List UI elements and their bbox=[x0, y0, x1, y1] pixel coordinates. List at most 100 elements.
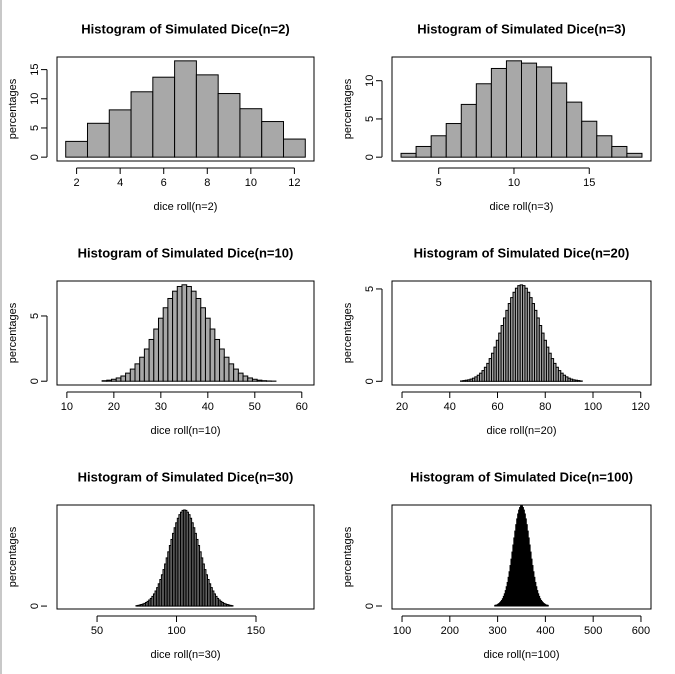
histogram-bar bbox=[200, 307, 206, 382]
histogram-bar bbox=[195, 297, 202, 382]
histogram-bar bbox=[237, 372, 244, 382]
plot-box bbox=[56, 280, 315, 386]
histogram-bar bbox=[176, 285, 183, 382]
x-tick-label: 8 bbox=[204, 177, 210, 189]
histogram-bar bbox=[242, 375, 249, 382]
x-tick-label: 100 bbox=[584, 401, 602, 413]
histogram-bar bbox=[536, 66, 553, 158]
x-tick-label: 120 bbox=[632, 401, 650, 413]
histogram-bar bbox=[174, 60, 197, 158]
histogram-panel: Histogram of Simulated Dice(n=3) 5 10 15 dic… bbox=[342, 21, 652, 213]
x-tick-label: 600 bbox=[632, 625, 650, 637]
histogram-panel: Histogram of Simulated Dice(n=30) 50 100 15… bbox=[7, 469, 315, 661]
y-axis-label: percentages bbox=[342, 526, 354, 587]
plot-box bbox=[56, 56, 315, 162]
histogram-bar bbox=[152, 76, 176, 158]
x-tick-label: 60 bbox=[491, 401, 503, 413]
y-tick-label: 0 bbox=[364, 378, 376, 384]
x-tick-label: 2 bbox=[74, 177, 80, 189]
histogram-bar bbox=[460, 103, 477, 158]
y-tick-label: 0 bbox=[364, 603, 376, 609]
x-axis-label: dice roll(n=10) bbox=[150, 425, 220, 437]
x-tick-label: 100 bbox=[393, 625, 411, 637]
y-tick-label: 10 bbox=[29, 93, 41, 105]
histogram-bar bbox=[157, 317, 164, 382]
x-axis-label: dice roll(n=20) bbox=[486, 425, 556, 437]
plot-box bbox=[391, 504, 652, 610]
x-tick-label: 300 bbox=[488, 625, 506, 637]
x-tick-label: 6 bbox=[161, 177, 167, 189]
histogram-bar bbox=[111, 378, 117, 382]
histogram-bar bbox=[546, 604, 549, 607]
histogram-bar bbox=[233, 368, 239, 382]
x-axis-label: dice roll(n=100) bbox=[483, 649, 559, 661]
y-tick-label: 5 bbox=[29, 313, 41, 319]
x-axis-label: dice roll(n=30) bbox=[150, 649, 220, 661]
y-tick-label: 5 bbox=[364, 286, 376, 292]
histogram-bar bbox=[153, 328, 159, 382]
histogram-bar bbox=[134, 363, 141, 382]
histogram-bar bbox=[490, 67, 507, 158]
chart-title: Histogram of Simulated Dice(n=100) bbox=[410, 469, 633, 484]
histogram-panel: Histogram of Simulated Dice(n=10) 10 20 30 4… bbox=[7, 245, 315, 437]
x-tick-label: 10 bbox=[245, 177, 257, 189]
histogram-bar bbox=[172, 290, 178, 382]
histogram-bar bbox=[204, 317, 211, 382]
x-tick-label: 50 bbox=[249, 401, 261, 413]
histogram-bar bbox=[261, 121, 285, 158]
x-axis-label: dice roll(n=3) bbox=[490, 201, 554, 213]
x-tick-label: 40 bbox=[202, 401, 214, 413]
x-tick-label: 30 bbox=[155, 401, 167, 413]
histogram-bar bbox=[505, 60, 523, 158]
chart-title: Histogram of Simulated Dice(n=10) bbox=[78, 245, 294, 260]
histogram-bar bbox=[261, 380, 268, 382]
histogram-bar bbox=[521, 62, 538, 158]
x-tick-label: 80 bbox=[539, 401, 551, 413]
y-tick-label: 0 bbox=[29, 378, 41, 384]
y-tick-label: 15 bbox=[29, 63, 41, 75]
y-tick-label: 0 bbox=[29, 154, 41, 160]
x-tick-label: 10 bbox=[508, 177, 520, 189]
histogram-bar bbox=[219, 348, 225, 382]
histogram-bar bbox=[247, 377, 253, 382]
x-tick-label: 15 bbox=[583, 177, 595, 189]
histogram-bar bbox=[162, 307, 169, 382]
plot-box bbox=[391, 56, 652, 162]
histogram-bar bbox=[475, 83, 492, 158]
x-tick-label: 40 bbox=[444, 401, 456, 413]
chart-title: Histogram of Simulated Dice(n=30) bbox=[78, 469, 294, 484]
x-tick-label: 20 bbox=[396, 401, 408, 413]
plot-box bbox=[391, 280, 652, 386]
y-axis-label: percentages bbox=[7, 302, 19, 363]
histogram-bar bbox=[181, 284, 188, 382]
histogram-bar bbox=[86, 122, 110, 158]
y-axis-label: percentages bbox=[7, 78, 19, 139]
histogram-bar bbox=[125, 372, 131, 382]
x-tick-label: 100 bbox=[167, 625, 185, 637]
chart-title: Histogram of Simulated Dice(n=20) bbox=[414, 245, 630, 260]
x-tick-label: 400 bbox=[536, 625, 554, 637]
histogram-bar bbox=[130, 91, 154, 158]
plot-box bbox=[56, 504, 315, 610]
histogram-bar bbox=[139, 356, 145, 382]
x-tick-label: 20 bbox=[108, 401, 120, 413]
x-tick-label: 60 bbox=[296, 401, 308, 413]
histogram-panel: Histogram of Simulated Dice(n=2) 2 4 6 8 10 12… bbox=[7, 21, 315, 213]
y-tick-label: 5 bbox=[364, 116, 376, 122]
y-axis-label: percentages bbox=[342, 78, 354, 139]
histogram-bar bbox=[115, 377, 122, 382]
histogram-bar bbox=[186, 285, 192, 382]
y-axis-label: percentages bbox=[342, 302, 354, 363]
histogram-bar bbox=[106, 379, 113, 382]
histogram-bar bbox=[65, 140, 88, 158]
histogram-bar bbox=[611, 145, 628, 158]
x-tick-label: 150 bbox=[247, 625, 265, 637]
histogram-bar bbox=[108, 109, 132, 158]
histogram-bar bbox=[239, 108, 263, 158]
y-tick-label: 5 bbox=[29, 125, 41, 131]
histogram-bar bbox=[148, 338, 155, 382]
y-tick-label: 10 bbox=[364, 75, 376, 87]
histogram-bar bbox=[596, 135, 613, 158]
